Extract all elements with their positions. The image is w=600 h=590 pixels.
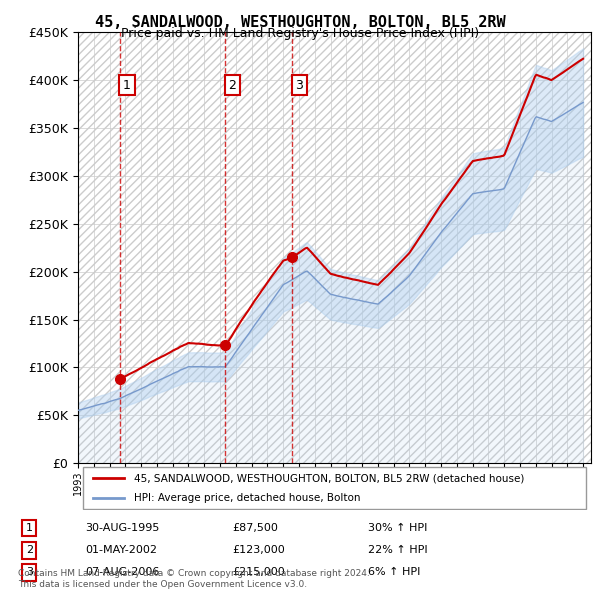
Text: 3: 3 [296,78,304,91]
Text: 07-AUG-2006: 07-AUG-2006 [86,568,160,577]
Text: 45, SANDALWOOD, WESTHOUGHTON, BOLTON, BL5 2RW: 45, SANDALWOOD, WESTHOUGHTON, BOLTON, BL… [95,15,505,30]
Text: HPI: Average price, detached house, Bolton: HPI: Average price, detached house, Bolt… [134,493,361,503]
Text: 30% ↑ HPI: 30% ↑ HPI [368,523,427,533]
Text: 2: 2 [229,78,236,91]
Text: £87,500: £87,500 [232,523,278,533]
Text: £215,000: £215,000 [232,568,285,577]
Text: 6% ↑ HPI: 6% ↑ HPI [368,568,420,577]
Text: £123,000: £123,000 [232,545,285,555]
Text: 2: 2 [26,545,33,555]
Text: 45, SANDALWOOD, WESTHOUGHTON, BOLTON, BL5 2RW (detached house): 45, SANDALWOOD, WESTHOUGHTON, BOLTON, BL… [134,474,525,483]
Text: 3: 3 [26,568,33,577]
Text: 1: 1 [26,523,33,533]
Text: Contains HM Land Registry data © Crown copyright and database right 2024.
This d: Contains HM Land Registry data © Crown c… [18,569,370,589]
Text: 1: 1 [123,78,131,91]
Text: 30-AUG-1995: 30-AUG-1995 [86,523,160,533]
FancyBboxPatch shape [83,467,586,509]
Text: 22% ↑ HPI: 22% ↑ HPI [368,545,427,555]
Bar [78,32,591,463]
Text: 01-MAY-2002: 01-MAY-2002 [86,545,158,555]
Text: Price paid vs. HM Land Registry's House Price Index (HPI): Price paid vs. HM Land Registry's House … [121,27,479,40]
